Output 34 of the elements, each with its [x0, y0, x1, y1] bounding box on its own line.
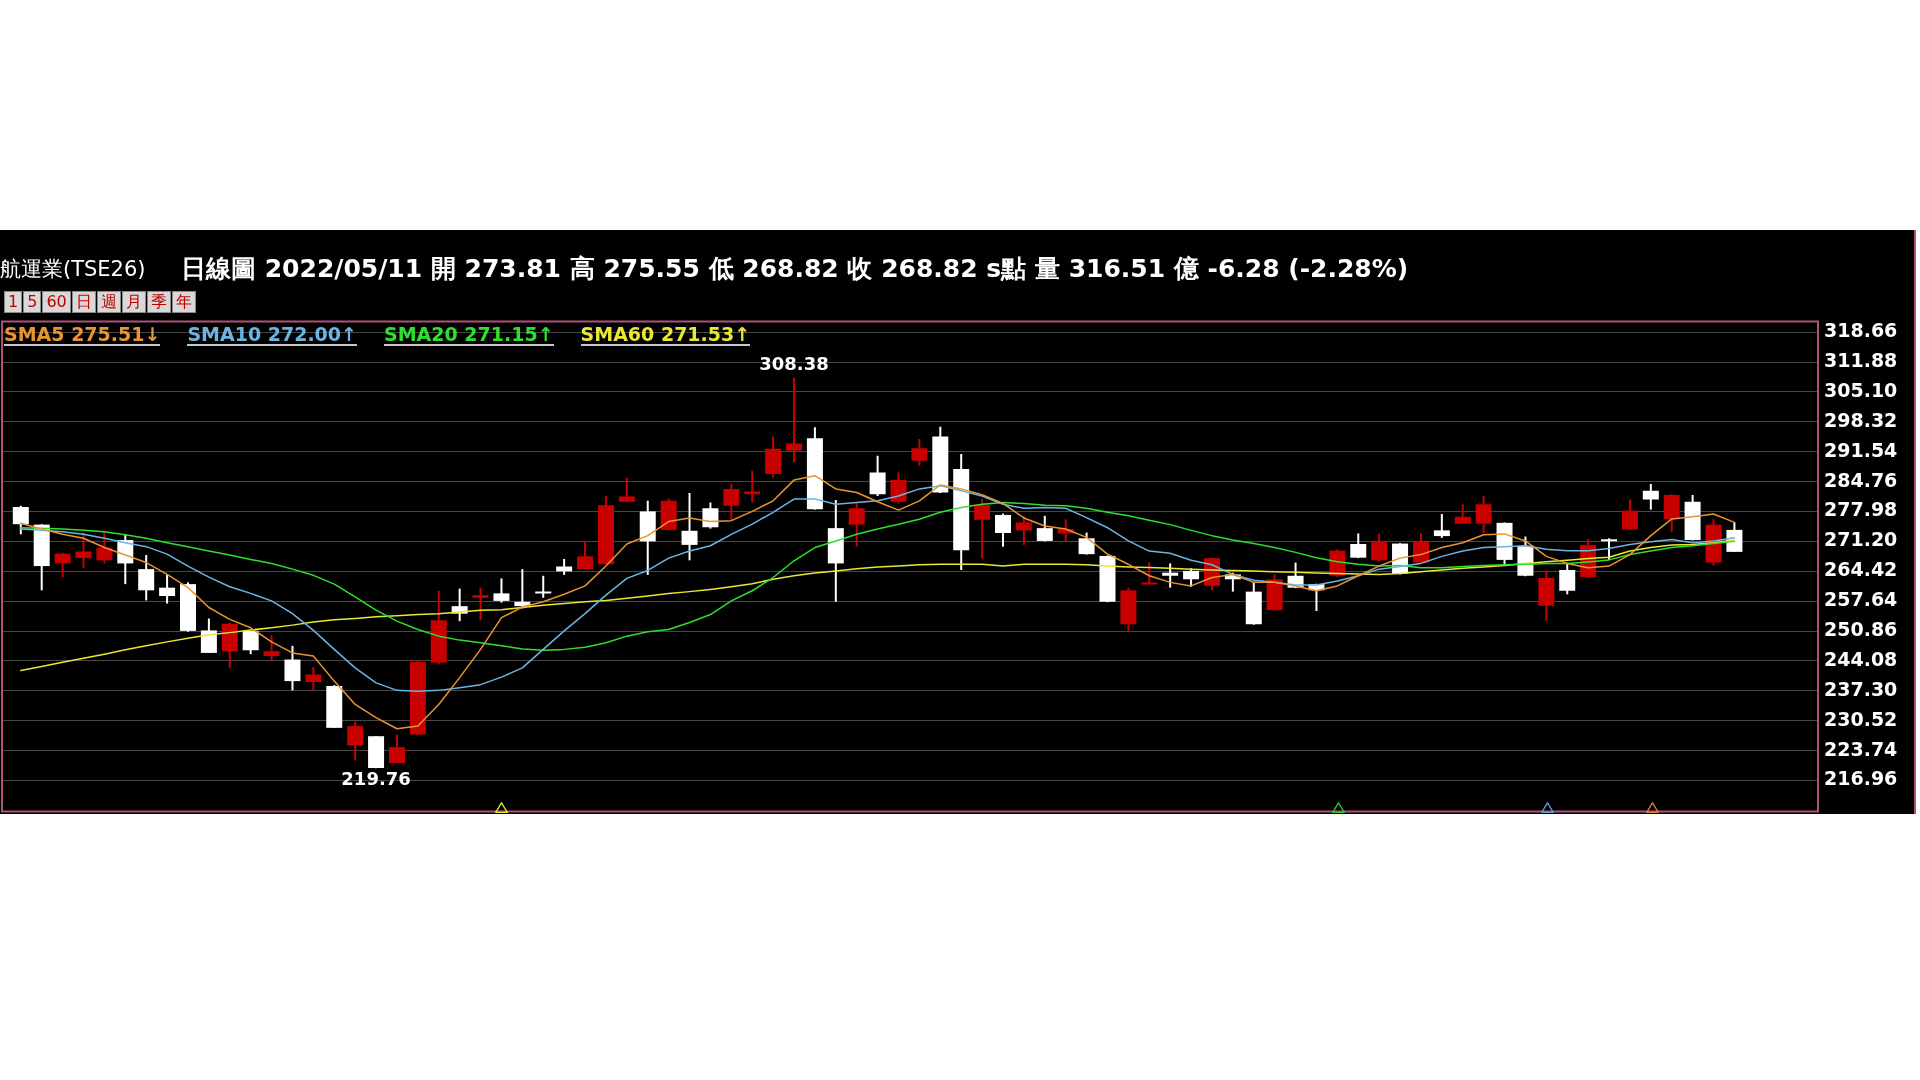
y-tick-label: 298.32 [1824, 408, 1898, 431]
text: 1 [4, 291, 23, 313]
text: 日 [71, 291, 96, 313]
text: 60 [42, 291, 71, 313]
y-tick-label: 237.30 [1824, 677, 1898, 700]
y-tick-label: 305.10 [1824, 378, 1898, 401]
candlestick [786, 377, 803, 463]
text: 週 [96, 291, 121, 313]
chart-title: 航運業(TSE26) [0, 256, 146, 282]
text: 月 [121, 291, 146, 313]
text: 年 [171, 291, 196, 313]
text: 5 [23, 291, 42, 313]
candlestick [535, 575, 552, 598]
y-tick-label: 250.86 [1824, 617, 1898, 640]
text: 308.38 [759, 353, 829, 375]
y-tick-label: 311.88 [1824, 348, 1898, 371]
text: 季 [146, 291, 171, 313]
text: SMA10 272.00↑ [187, 323, 357, 347]
y-tick-label: 216.96 [1824, 767, 1898, 790]
text: SMA20 271.15↑ [383, 323, 554, 347]
y-tick-label: 230.52 [1824, 707, 1898, 730]
y-tick-label: 318.66 [1824, 319, 1898, 342]
text: SMA60 271.53↑ [580, 323, 751, 347]
y-tick-label: 291.54 [1824, 438, 1898, 461]
text: SMA5 275.51↓ [4, 323, 161, 347]
y-tick-label: 284.76 [1824, 468, 1898, 491]
chart-subtitle: 日線圖 2022/05/11 開 273.81 高 275.55 低 268.82 收 268.82 s點 量 316.51 億 -6.28 (-2.28%) [181, 254, 1409, 283]
y-tick-label: 264.42 [1824, 558, 1898, 581]
text: 219.76 [341, 767, 411, 789]
y-tick-label: 277.98 [1824, 498, 1898, 521]
y-tick-label: 257.64 [1824, 588, 1898, 611]
y-tick-label: 223.74 [1824, 737, 1898, 760]
y-tick-label: 271.20 [1824, 528, 1898, 551]
y-tick-label: 244.08 [1824, 647, 1898, 670]
